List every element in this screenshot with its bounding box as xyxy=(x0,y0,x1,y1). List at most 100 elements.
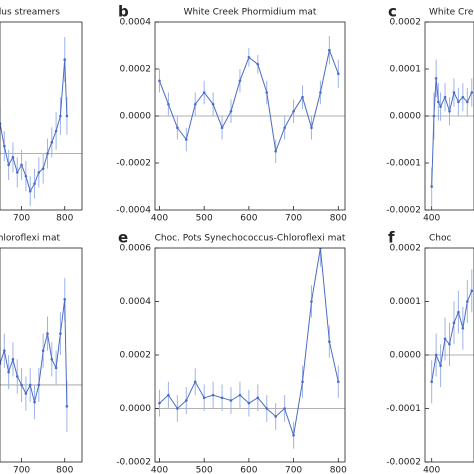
y-tick-label: -0.0001 xyxy=(386,404,421,414)
data-point xyxy=(301,95,304,99)
data-point xyxy=(434,353,438,357)
data-point xyxy=(193,380,197,384)
data-point xyxy=(437,100,440,104)
data-point xyxy=(229,110,233,113)
data-point xyxy=(176,407,179,410)
data-point xyxy=(24,392,28,395)
y-tick-label: -0.0002 xyxy=(386,458,421,468)
plot-area xyxy=(430,59,474,206)
x-tick-label: 600 xyxy=(240,466,257,474)
x-tick-label: 500 xyxy=(196,214,213,224)
data-point xyxy=(193,102,197,106)
x-tick-label: 700 xyxy=(285,466,302,474)
data-point xyxy=(176,126,179,130)
x-tick-label: 700 xyxy=(13,214,30,224)
chart-title: Choc. Pots Synechococcus-Chloroflexi mat xyxy=(155,234,346,244)
data-point xyxy=(37,383,41,387)
data-point xyxy=(211,393,215,397)
x-tick-label: 400 xyxy=(423,214,440,224)
data-point xyxy=(256,63,260,66)
data-point xyxy=(211,102,215,106)
plot-area xyxy=(158,36,340,163)
x-tick-label: 800 xyxy=(56,214,73,224)
plot-area xyxy=(0,277,69,433)
data-point xyxy=(202,91,206,94)
y-tick-label: 0.0004 xyxy=(120,297,152,307)
chart-title: dus streamers xyxy=(0,8,60,18)
y-tick-label: 0.0000 xyxy=(120,404,152,414)
plot-area xyxy=(158,248,340,449)
data-point xyxy=(457,100,460,104)
data-point xyxy=(439,364,442,368)
y-tick-label: 0.0002 xyxy=(120,351,152,361)
data-point xyxy=(452,91,456,94)
y-tick-label: 0.0000 xyxy=(390,351,422,361)
data-point xyxy=(292,433,295,437)
data-point xyxy=(439,105,442,108)
data-point xyxy=(54,366,58,370)
chart-title: White Cree xyxy=(429,8,474,18)
data-point xyxy=(184,399,188,402)
data-point xyxy=(319,91,322,94)
y-tick-label: 0.0002 xyxy=(390,244,422,254)
data-point xyxy=(11,357,15,361)
x-tick-label: 700 xyxy=(285,214,302,224)
x-tick-label: 400 xyxy=(423,466,440,474)
data-point xyxy=(46,332,49,335)
axes-frame xyxy=(424,21,474,211)
data-point xyxy=(11,156,15,159)
data-point xyxy=(247,401,251,405)
data-point xyxy=(283,126,286,130)
data-point xyxy=(443,95,447,99)
data-line xyxy=(0,299,68,407)
data-point xyxy=(283,407,286,410)
axes-frame xyxy=(154,21,346,211)
data-point xyxy=(220,126,224,130)
data-point xyxy=(33,182,36,185)
data-point xyxy=(50,141,54,144)
y-tick-label: -0.0002 xyxy=(386,206,421,216)
data-point xyxy=(41,167,45,170)
data-point xyxy=(274,149,278,153)
panel-label: b xyxy=(118,3,129,21)
data-point xyxy=(328,340,331,343)
data-point xyxy=(229,399,233,402)
y-tick-label: 0.0001 xyxy=(390,65,422,75)
data-point xyxy=(63,58,67,61)
data-point xyxy=(184,138,188,141)
data-point xyxy=(461,326,465,330)
chart-title: s-Chloroflexi mat xyxy=(0,234,60,244)
data-point xyxy=(448,110,451,113)
data-point xyxy=(50,357,54,361)
data-point xyxy=(310,126,313,130)
axes-frame xyxy=(154,247,346,463)
data-point xyxy=(7,163,10,167)
data-point xyxy=(256,396,260,400)
data-point xyxy=(274,415,278,418)
y-tick-label: 0.0002 xyxy=(390,18,422,28)
data-line xyxy=(0,59,68,193)
data-point xyxy=(430,185,433,188)
data-point xyxy=(15,375,19,378)
data-point xyxy=(432,114,436,118)
y-tick-label: 0.0000 xyxy=(120,112,152,122)
data-point xyxy=(65,114,69,118)
y-tick-label: -0.0002 xyxy=(116,458,151,468)
x-tick-label: 400 xyxy=(151,214,168,224)
y-tick-label: -0.0004 xyxy=(116,206,151,216)
data-point xyxy=(434,77,438,80)
data-point xyxy=(220,396,224,400)
axes-frame xyxy=(0,247,83,463)
x-tick-label: 500 xyxy=(196,466,213,474)
data-point xyxy=(292,110,295,113)
data-point xyxy=(20,163,23,167)
data-point xyxy=(452,321,456,325)
data-point xyxy=(470,91,474,94)
data-point xyxy=(33,400,36,404)
data-point xyxy=(466,300,469,303)
data-point xyxy=(457,310,460,314)
data-point xyxy=(202,396,206,400)
data-point xyxy=(59,114,62,118)
data-point xyxy=(54,129,58,133)
y-tick-label: 0.0000 xyxy=(390,112,422,122)
